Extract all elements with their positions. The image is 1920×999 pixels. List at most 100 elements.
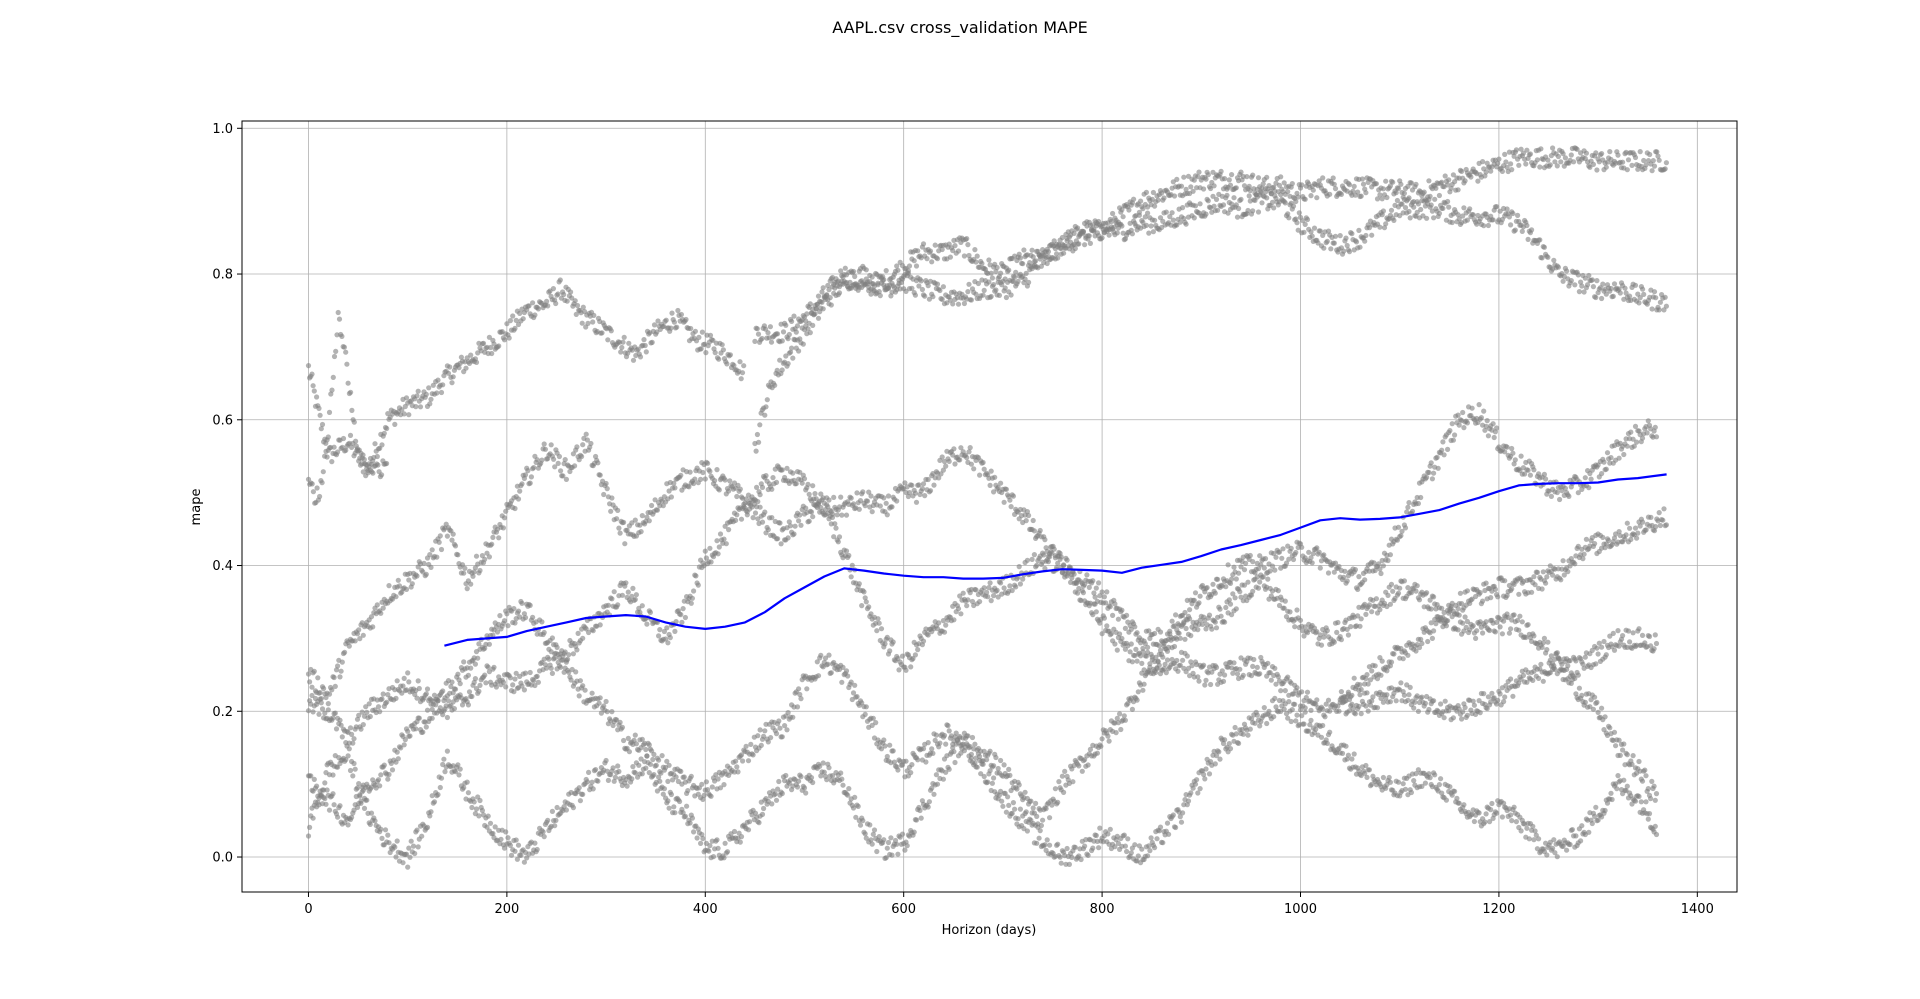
scatter-point: [1265, 660, 1271, 666]
scatter-point: [702, 476, 708, 482]
scatter-point: [1464, 420, 1470, 426]
scatter-point: [335, 449, 341, 455]
scatter-point: [619, 344, 625, 351]
scatter-point: [1104, 623, 1110, 629]
scatter-point: [731, 362, 737, 369]
scatter-point: [1344, 242, 1350, 249]
scatter-point: [1408, 180, 1414, 186]
scatter-point: [843, 272, 850, 278]
scatter-point: [501, 337, 508, 343]
scatter-point: [1575, 272, 1581, 278]
scatter-point: [1418, 494, 1424, 501]
scatter-point: [724, 361, 730, 367]
scatter-point: [342, 649, 348, 656]
scatter-point: [1331, 181, 1337, 187]
scatter-point: [551, 456, 557, 462]
scatter-point: [1101, 594, 1107, 600]
scatter-point: [687, 469, 693, 475]
scatter-point: [939, 454, 945, 460]
scatter-point: [506, 335, 512, 341]
scatter-point: [349, 444, 355, 450]
scatter-point: [1267, 568, 1273, 574]
scatter-point: [1476, 402, 1482, 408]
scatter-point: [912, 490, 919, 496]
scatter-point: [1494, 425, 1500, 431]
scatter-point: [1008, 504, 1014, 510]
scatter-point: [1231, 564, 1237, 570]
scatter-point: [1016, 564, 1022, 570]
scatter-point: [663, 317, 669, 323]
scatter-point: [1363, 232, 1369, 239]
scatter-point: [1145, 210, 1151, 216]
scatter-point: [447, 364, 453, 370]
scatter-point: [463, 365, 469, 371]
scatter-point: [1126, 207, 1132, 213]
scatter-point: [1269, 199, 1276, 205]
scatter-point: [1459, 168, 1465, 174]
scatter-point: [860, 489, 866, 495]
scatter-point: [582, 687, 588, 693]
scatter-point: [1122, 717, 1128, 723]
scatter-point: [1518, 453, 1524, 459]
scatter-point: [1611, 647, 1618, 653]
scatter-point: [434, 554, 440, 560]
scatter-point: [379, 442, 385, 448]
scatter-point: [804, 311, 810, 317]
scatter-point: [1365, 708, 1371, 714]
scatter-point: [597, 622, 603, 628]
scatter-point: [1293, 198, 1299, 205]
scatter-point: [1108, 218, 1114, 225]
scatter-point: [1393, 190, 1399, 196]
scatter-point: [413, 404, 419, 410]
scatter-point: [1220, 202, 1227, 208]
scatter-point: [1135, 689, 1141, 695]
scatter-point: [638, 529, 644, 535]
scatter-point: [1042, 537, 1048, 543]
scatter-point: [950, 247, 956, 254]
scatter-point: [808, 509, 815, 515]
scatter-point: [1566, 493, 1572, 499]
scatter-point: [541, 441, 547, 447]
scatter-point: [1452, 432, 1458, 438]
scatter-point: [968, 461, 975, 467]
scatter-point: [625, 589, 631, 595]
scatter-point: [1621, 451, 1627, 458]
scatter-point: [756, 439, 762, 445]
scatter-point: [1325, 697, 1332, 703]
scatter-point: [1322, 714, 1328, 720]
scatter-point: [1516, 162, 1522, 168]
scatter-point: [927, 248, 934, 254]
scatter-point: [792, 523, 798, 529]
scatter-point: [1006, 267, 1012, 273]
scatter-point: [779, 367, 785, 373]
scatter-point: [790, 470, 796, 476]
scatter-point: [873, 270, 879, 277]
scatter-point: [1272, 665, 1278, 671]
scatter-point: [405, 670, 411, 676]
scatter-point: [596, 700, 602, 706]
scatter-point: [364, 709, 370, 716]
scatter-point: [1649, 306, 1655, 312]
scatter-point: [493, 684, 499, 690]
scatter-point: [1338, 191, 1344, 197]
scatter-point: [555, 291, 561, 297]
scatter-point: [1593, 294, 1599, 301]
scatter-point: [1502, 694, 1508, 700]
scatter-point: [1383, 221, 1389, 227]
scatter-point: [1398, 181, 1404, 187]
scatter-point: [1512, 457, 1518, 463]
scatter-point: [655, 318, 661, 324]
scatter-point: [773, 479, 780, 485]
scatter-point: [1023, 518, 1029, 524]
scatter-point: [1491, 434, 1497, 441]
scatter-point: [842, 265, 848, 271]
scatter-point: [1495, 160, 1501, 166]
scatter-point: [1350, 188, 1356, 194]
scatter-point: [1406, 692, 1412, 698]
scatter-point: [839, 679, 845, 685]
scatter-point: [1031, 552, 1037, 558]
scatter-point: [1304, 689, 1311, 695]
scatter-point: [702, 548, 708, 554]
scatter-point: [496, 343, 502, 349]
scatter-point: [1540, 678, 1546, 684]
